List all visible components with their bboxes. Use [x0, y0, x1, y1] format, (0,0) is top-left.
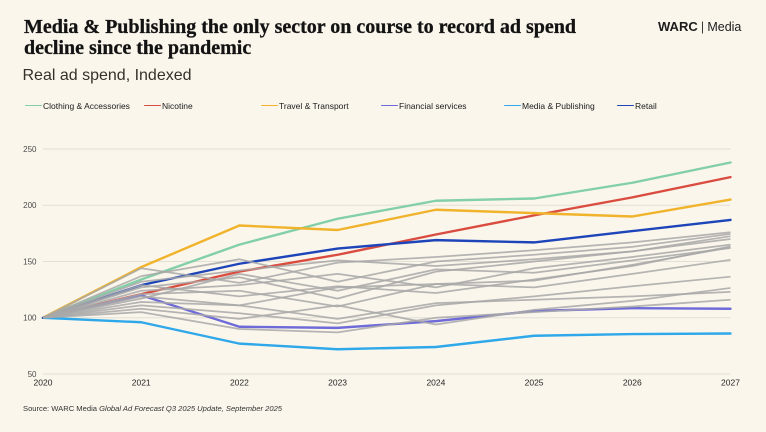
svg-text:50: 50: [28, 370, 37, 379]
svg-text:2021: 2021: [132, 378, 151, 388]
svg-text:2025: 2025: [525, 378, 544, 388]
svg-text:2022: 2022: [230, 378, 249, 388]
svg-text:150: 150: [23, 257, 37, 266]
svg-text:2027: 2027: [721, 378, 740, 388]
svg-text:200: 200: [23, 201, 37, 210]
svg-text:250: 250: [23, 145, 37, 154]
svg-text:2026: 2026: [623, 378, 642, 388]
svg-text:2023: 2023: [328, 378, 347, 388]
svg-text:100: 100: [23, 314, 37, 323]
svg-text:2020: 2020: [34, 378, 53, 388]
svg-text:2024: 2024: [426, 378, 445, 388]
